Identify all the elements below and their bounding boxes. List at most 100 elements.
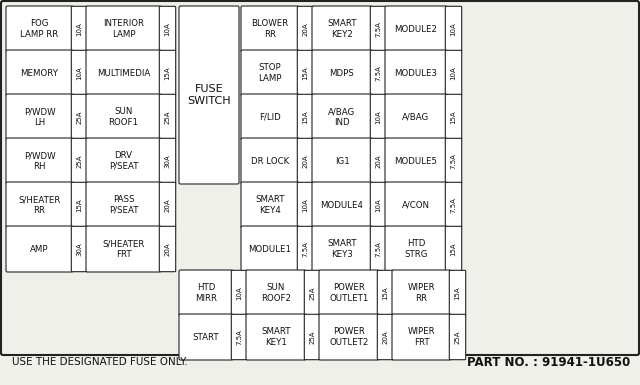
- Text: BLOWER
RR: BLOWER RR: [252, 20, 289, 38]
- FancyBboxPatch shape: [241, 182, 299, 228]
- FancyBboxPatch shape: [241, 226, 299, 272]
- Text: 7.5A: 7.5A: [376, 241, 381, 257]
- Text: POWER
OUTLET1: POWER OUTLET1: [330, 283, 369, 303]
- Text: 15A: 15A: [303, 110, 308, 124]
- FancyBboxPatch shape: [86, 226, 161, 272]
- Text: MODULE4: MODULE4: [321, 201, 364, 209]
- Text: USE THE DESIGNATED FUSE ONLY.: USE THE DESIGNATED FUSE ONLY.: [12, 357, 188, 367]
- FancyBboxPatch shape: [385, 50, 447, 96]
- FancyBboxPatch shape: [241, 94, 299, 140]
- FancyBboxPatch shape: [371, 50, 387, 96]
- FancyBboxPatch shape: [445, 226, 461, 272]
- FancyBboxPatch shape: [6, 94, 73, 140]
- Text: SUN
ROOF2: SUN ROOF2: [261, 283, 291, 303]
- Text: HTD
MIRR: HTD MIRR: [195, 283, 217, 303]
- FancyBboxPatch shape: [378, 314, 394, 360]
- FancyBboxPatch shape: [392, 314, 451, 360]
- Text: 7.5A: 7.5A: [376, 65, 381, 81]
- FancyBboxPatch shape: [371, 226, 387, 272]
- FancyBboxPatch shape: [312, 94, 372, 140]
- Text: P/WDW
RH: P/WDW RH: [24, 151, 55, 171]
- FancyBboxPatch shape: [312, 182, 372, 228]
- Text: 10A: 10A: [164, 22, 170, 36]
- Text: 7.5A: 7.5A: [451, 197, 456, 213]
- Text: 10A: 10A: [376, 110, 381, 124]
- Text: WIPER
FRT: WIPER FRT: [408, 328, 435, 346]
- Text: HTD
STRG: HTD STRG: [404, 239, 428, 258]
- Text: 15A: 15A: [451, 242, 456, 256]
- FancyBboxPatch shape: [159, 182, 176, 228]
- Text: FUSE
SWITCH: FUSE SWITCH: [187, 84, 231, 105]
- Text: 10A: 10A: [376, 198, 381, 212]
- Text: MEMORY: MEMORY: [20, 69, 58, 77]
- FancyBboxPatch shape: [298, 50, 314, 96]
- Text: 25A: 25A: [77, 154, 83, 168]
- FancyBboxPatch shape: [319, 314, 379, 360]
- FancyBboxPatch shape: [86, 94, 161, 140]
- FancyBboxPatch shape: [71, 182, 88, 228]
- Text: A/BAG
IND: A/BAG IND: [328, 107, 356, 127]
- FancyBboxPatch shape: [378, 270, 394, 316]
- Text: MODULE2: MODULE2: [394, 25, 438, 33]
- FancyBboxPatch shape: [449, 314, 466, 360]
- FancyBboxPatch shape: [319, 270, 379, 316]
- FancyBboxPatch shape: [312, 50, 372, 96]
- Text: 20A: 20A: [303, 154, 308, 168]
- FancyBboxPatch shape: [179, 270, 233, 316]
- FancyBboxPatch shape: [241, 50, 299, 96]
- Text: A/BAG: A/BAG: [403, 112, 429, 122]
- Text: POWER
OUTLET2: POWER OUTLET2: [330, 328, 369, 346]
- FancyBboxPatch shape: [231, 270, 248, 316]
- Text: SUN
ROOF1: SUN ROOF1: [109, 107, 138, 127]
- Text: MULTIMEDIA: MULTIMEDIA: [97, 69, 150, 77]
- Text: S/HEATER
FRT: S/HEATER FRT: [102, 239, 145, 258]
- FancyBboxPatch shape: [6, 6, 73, 52]
- Text: SMART
KEY1: SMART KEY1: [261, 328, 291, 346]
- FancyBboxPatch shape: [231, 314, 248, 360]
- FancyBboxPatch shape: [445, 182, 461, 228]
- Text: SMART
KEY3: SMART KEY3: [327, 239, 356, 258]
- Text: 7.5A: 7.5A: [303, 241, 308, 257]
- Text: 15A: 15A: [383, 286, 388, 300]
- Text: 10A: 10A: [303, 198, 308, 212]
- Text: MODULE1: MODULE1: [248, 244, 291, 253]
- FancyBboxPatch shape: [392, 270, 451, 316]
- FancyBboxPatch shape: [312, 138, 372, 184]
- FancyBboxPatch shape: [385, 226, 447, 272]
- Text: 25A: 25A: [310, 330, 316, 344]
- Text: 20A: 20A: [383, 330, 388, 344]
- FancyBboxPatch shape: [445, 138, 461, 184]
- FancyBboxPatch shape: [159, 138, 176, 184]
- Text: 10A: 10A: [451, 22, 456, 36]
- FancyBboxPatch shape: [241, 6, 299, 52]
- FancyBboxPatch shape: [86, 138, 161, 184]
- Text: PART NO. : 91941-1U650: PART NO. : 91941-1U650: [467, 355, 630, 368]
- Text: MODULE5: MODULE5: [394, 156, 438, 166]
- FancyBboxPatch shape: [312, 226, 372, 272]
- Text: 7.5A: 7.5A: [376, 21, 381, 37]
- Text: 15A: 15A: [77, 198, 83, 212]
- FancyBboxPatch shape: [371, 6, 387, 52]
- Text: FOG
LAMP RR: FOG LAMP RR: [20, 20, 59, 38]
- FancyBboxPatch shape: [385, 94, 447, 140]
- FancyBboxPatch shape: [86, 6, 161, 52]
- FancyBboxPatch shape: [304, 314, 321, 360]
- Text: 15A: 15A: [451, 110, 456, 124]
- Text: 25A: 25A: [454, 330, 461, 344]
- Text: INTERIOR
LAMP: INTERIOR LAMP: [103, 20, 144, 38]
- FancyBboxPatch shape: [445, 94, 461, 140]
- FancyBboxPatch shape: [298, 138, 314, 184]
- FancyBboxPatch shape: [6, 138, 73, 184]
- Text: 30A: 30A: [164, 154, 170, 168]
- FancyBboxPatch shape: [6, 226, 73, 272]
- Text: 25A: 25A: [164, 110, 170, 124]
- Text: AMP: AMP: [30, 244, 49, 253]
- FancyBboxPatch shape: [86, 50, 161, 96]
- FancyBboxPatch shape: [6, 50, 73, 96]
- FancyBboxPatch shape: [246, 270, 306, 316]
- Text: S/HEATER
RR: S/HEATER RR: [19, 196, 61, 214]
- Text: 20A: 20A: [376, 154, 381, 168]
- FancyBboxPatch shape: [86, 182, 161, 228]
- Text: 20A: 20A: [164, 242, 170, 256]
- FancyBboxPatch shape: [385, 182, 447, 228]
